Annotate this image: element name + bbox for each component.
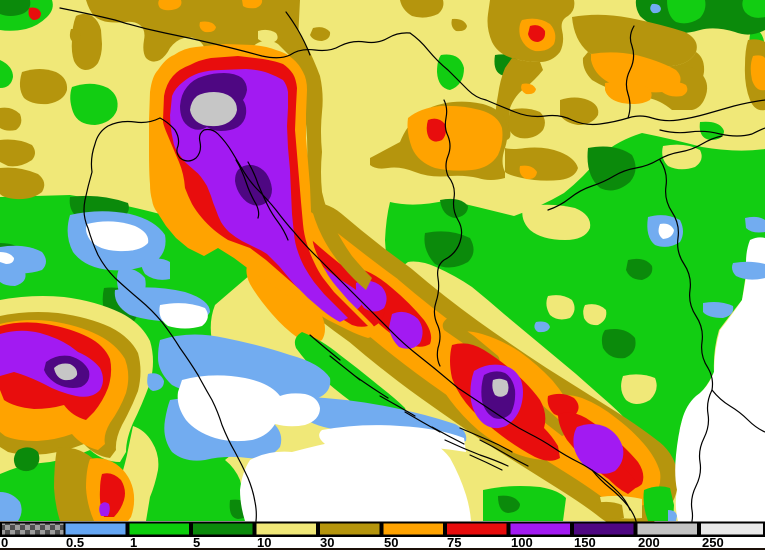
svg-text:50: 50 <box>384 535 398 550</box>
svg-text:250: 250 <box>702 535 724 550</box>
svg-text:0: 0 <box>1 535 8 550</box>
svg-text:100: 100 <box>511 535 533 550</box>
svg-text:30: 30 <box>320 535 334 550</box>
svg-text:5: 5 <box>193 535 200 550</box>
svg-text:10: 10 <box>257 535 271 550</box>
svg-text:200: 200 <box>638 535 660 550</box>
svg-text:150: 150 <box>574 535 596 550</box>
svg-text:0.5: 0.5 <box>66 535 84 550</box>
svg-text:75: 75 <box>447 535 461 550</box>
svg-text:1: 1 <box>130 535 137 550</box>
